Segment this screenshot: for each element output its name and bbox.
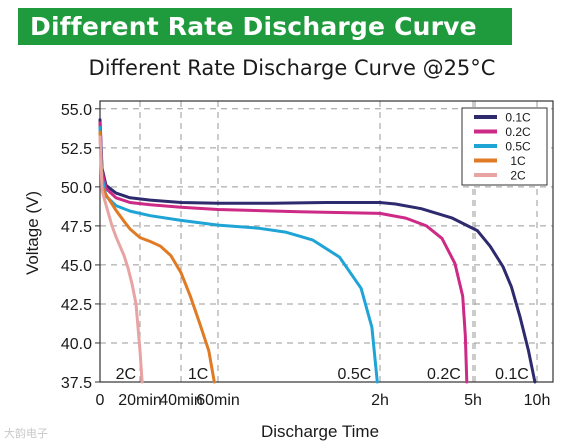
header-banner: Different Rate Discharge Curve: [18, 8, 512, 45]
series-line-0_5C: [98, 126, 379, 384]
series-end-label: 0.2C: [427, 366, 461, 383]
series-end-label: 0.5C: [338, 366, 372, 383]
x-tick-label: 0: [96, 392, 105, 409]
y-tick-label: 47.5: [61, 219, 92, 236]
plot-frame: [99, 100, 554, 383]
x-tick-label: 10h: [524, 392, 551, 409]
series-line-0_1C: [98, 118, 537, 384]
y-tick-label: 52.5: [61, 141, 92, 158]
series-end-label: 1C: [188, 366, 208, 383]
y-tick-label: 40.0: [61, 336, 92, 353]
y-tick-label: 50.0: [61, 180, 92, 197]
chart-ticks: 37.5 40.0 42.5 45.0 47.5 50.0 52.5 55.0 0 20min40…: [61, 102, 550, 409]
watermark-text: 大韵电子: [4, 428, 48, 440]
series-line-2C: [98, 135, 144, 384]
series-line-0_2C: [98, 121, 469, 384]
y-tick-label: 37.5: [61, 375, 92, 392]
x-axis-label: Discharge Time: [261, 422, 379, 441]
y-tick-label: 45.0: [61, 258, 92, 275]
x-tick-label: 40min: [159, 392, 203, 409]
legend-label: 1C: [510, 154, 526, 168]
legend-label: 2C: [510, 169, 526, 183]
chart-series: [98, 118, 537, 384]
x-tick-label: 2h: [371, 392, 389, 409]
y-tick-label: 55.0: [61, 102, 92, 119]
series-end-label: 2C: [116, 366, 136, 383]
legend-label: 0.1C: [505, 111, 531, 125]
series-end-label: 0.1C: [495, 366, 529, 383]
legend-label: 0.2C: [505, 125, 531, 139]
chart-end-labels: 0.1C 0.2C 0.5C 1C 2C: [116, 366, 529, 383]
x-tick-label: 60min: [196, 392, 240, 409]
series-line-1C: [98, 130, 216, 384]
chart-title: Different Rate Discharge Curve @25°C: [88, 56, 496, 80]
banner-title: Different Rate Discharge Curve: [30, 12, 477, 41]
x-tick-label: 20min: [118, 392, 162, 409]
legend-label: 0.5C: [505, 140, 531, 154]
x-tick-label: 5h: [464, 392, 482, 409]
y-axis-label: Voltage (V): [23, 191, 42, 275]
y-tick-label: 42.5: [61, 297, 92, 314]
